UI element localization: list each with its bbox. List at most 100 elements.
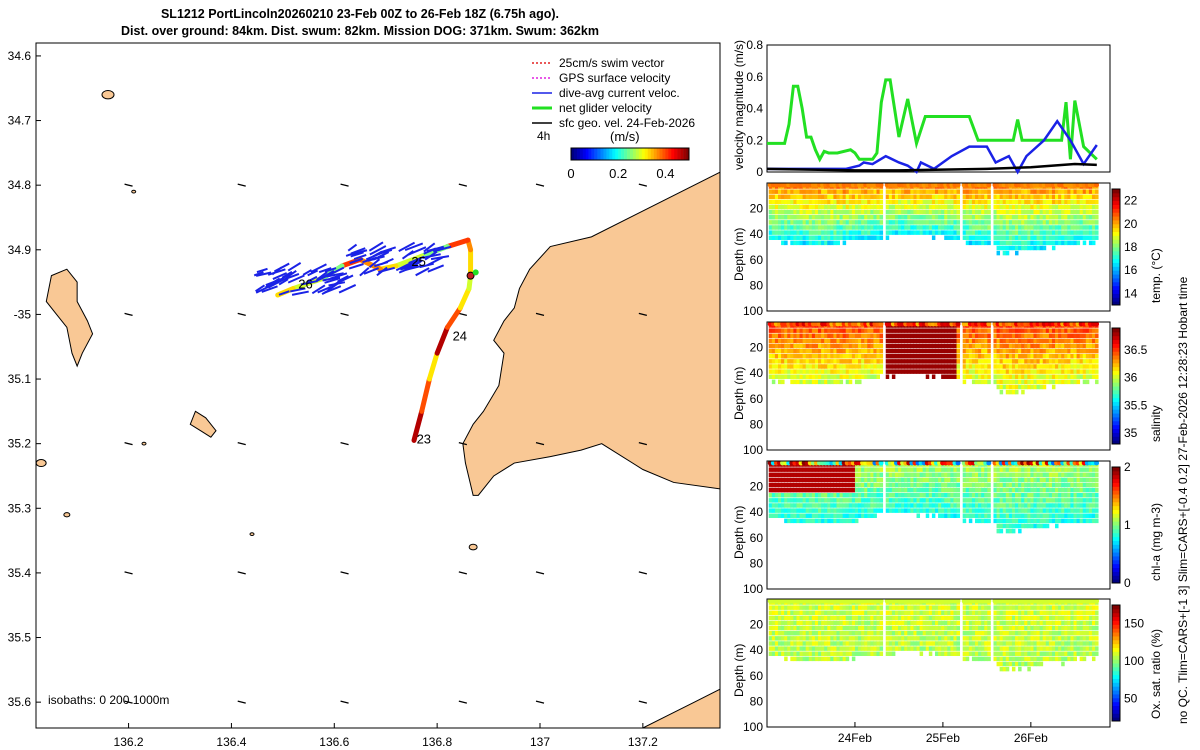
section-3-cell [836, 656, 840, 662]
section-1-cell [901, 369, 905, 374]
section-2-cell [858, 487, 862, 493]
section-1-cell [796, 374, 800, 379]
section-1-colorbar-cell [1112, 343, 1120, 348]
section-0-cell [953, 215, 957, 220]
section-2-cell [934, 493, 939, 498]
section-0-cell [876, 235, 880, 240]
section-3-cell [888, 636, 893, 641]
section-2-cell [796, 477, 800, 483]
section-0-cell [1030, 220, 1034, 225]
section-2-cell [793, 477, 797, 483]
section-0-cell [999, 235, 1004, 240]
section-0-cell [1051, 225, 1056, 230]
section-2-cell [793, 487, 797, 493]
section-2-cell [1067, 503, 1071, 508]
section-0-cell [1055, 235, 1059, 240]
section-2-cell [873, 482, 877, 488]
section-1-cell [873, 333, 877, 339]
section-1-cell [876, 369, 880, 374]
section-2-cell [790, 503, 794, 508]
section-0-cell [858, 209, 862, 215]
section-0-cell [1067, 240, 1071, 246]
section-1-cell [928, 354, 933, 359]
section-2-colorbar-cell [1112, 525, 1120, 530]
section-3-cell [901, 631, 905, 636]
section-2-cell [833, 493, 837, 498]
section-1-cell [833, 348, 837, 354]
section-1-cell [784, 338, 788, 344]
section-1-cell [771, 333, 776, 339]
section-1-cell [808, 333, 813, 339]
section-1-cell [953, 333, 957, 339]
section-1-cell [978, 338, 982, 344]
section-0-cell [842, 199, 847, 205]
section-1-cell [824, 369, 828, 374]
section-0-cell [833, 240, 837, 246]
section-0-cell [1039, 199, 1044, 205]
section-2-cell [851, 477, 856, 483]
section-2-cell [805, 503, 810, 508]
section-1-colorbar-cell [1112, 358, 1120, 364]
section-0-colorbar-cell [1112, 196, 1120, 202]
section-0-cell [1091, 204, 1096, 210]
section-2-cell [811, 498, 816, 503]
section-1-cell [1058, 364, 1062, 369]
section-1-cell [1039, 374, 1044, 379]
section-1-cell [774, 359, 779, 364]
section-0-cell [774, 199, 779, 205]
section-2-cell [787, 467, 791, 472]
section-3-cell [876, 631, 880, 636]
section-0-cell [814, 209, 819, 215]
section-0-colorbar-cell [1112, 281, 1120, 287]
track-end-marker [466, 271, 475, 280]
section-3-cell [821, 631, 825, 636]
current-vector-0-13 [306, 275, 318, 283]
section-1-cell [851, 338, 856, 344]
section-0-cell [1027, 199, 1031, 205]
section-3-cell [851, 615, 856, 621]
section-0-cell [876, 199, 880, 205]
section-3-cell [870, 605, 874, 610]
section-1-cell [1027, 343, 1031, 349]
section-3-cell [845, 610, 850, 616]
section-1-cell [818, 364, 822, 369]
section-0-cell [1008, 220, 1013, 225]
section-2-cell [999, 487, 1004, 493]
section-0-cell [947, 209, 951, 215]
section-1-cell [1073, 364, 1078, 369]
section-2-cell [916, 472, 921, 478]
section-2-cell [956, 467, 961, 472]
section-1-cell [968, 374, 973, 379]
section-1-cell [1058, 369, 1062, 374]
section-0-cell [814, 230, 819, 235]
section-1-cell [1058, 348, 1062, 354]
section-0-cell [827, 230, 831, 235]
section-2-colorbar-cell [1112, 552, 1120, 557]
section-1-colorbar-cell [1112, 401, 1120, 406]
section-2-cell [999, 472, 1004, 478]
colorbar-cell-27 [650, 148, 654, 160]
section-2-cell [941, 513, 945, 518]
section-0-cell [842, 204, 847, 210]
section-0-cell [1036, 245, 1041, 251]
section-3-cell [784, 615, 788, 621]
section-1-cell [793, 359, 797, 364]
section-2-cell [962, 498, 967, 503]
section-2-cell [885, 493, 890, 498]
section-3-cell [854, 651, 859, 656]
section-2-cell [839, 467, 844, 472]
section-2-cell [987, 472, 991, 478]
section-3-cell [870, 631, 874, 636]
section-0-cell [904, 220, 908, 225]
section-0-cell [1008, 240, 1013, 246]
section-2-cell [996, 487, 1001, 493]
section-0-cell [907, 220, 911, 225]
section-2-cell [978, 508, 982, 513]
section-3-cell [891, 641, 896, 646]
section-0-cell [824, 194, 828, 200]
section-2-cell [854, 503, 859, 508]
section-3-cell [836, 625, 840, 631]
section-1-cell [965, 348, 970, 354]
section-1-cell [1082, 369, 1087, 374]
section-1-colorbar-cell [1112, 386, 1120, 391]
